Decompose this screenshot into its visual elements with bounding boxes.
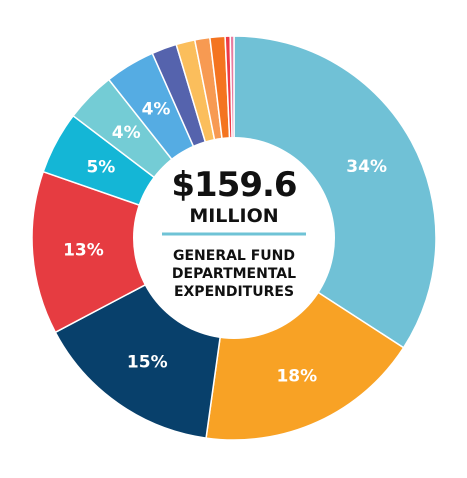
slice-label-4: 13% — [63, 240, 104, 260]
center-caption-line-2: DEPARTMENTAL — [172, 266, 296, 282]
slice-label-7: 4% — [142, 100, 171, 120]
slice-labels-group: 34% 18% 15% 13% 5% 4%4% — [63, 100, 387, 387]
center-caption-line-3: EXPENDITURES — [174, 284, 294, 300]
slice-4 — [31, 170, 236, 334]
slice-label-1: 34% — [346, 157, 387, 177]
center-hole — [133, 137, 335, 339]
center-total: $159.6 — [171, 165, 296, 205]
slice-label-3: 15% — [127, 353, 168, 373]
slice-label-5: 5% — [86, 158, 115, 178]
center-caption-line-1: GENERAL FUND — [173, 248, 295, 264]
slice-label-2: 18% — [276, 366, 317, 386]
slice-label-6: 4% — [112, 123, 141, 143]
center-unit: MILLION — [189, 205, 278, 227]
